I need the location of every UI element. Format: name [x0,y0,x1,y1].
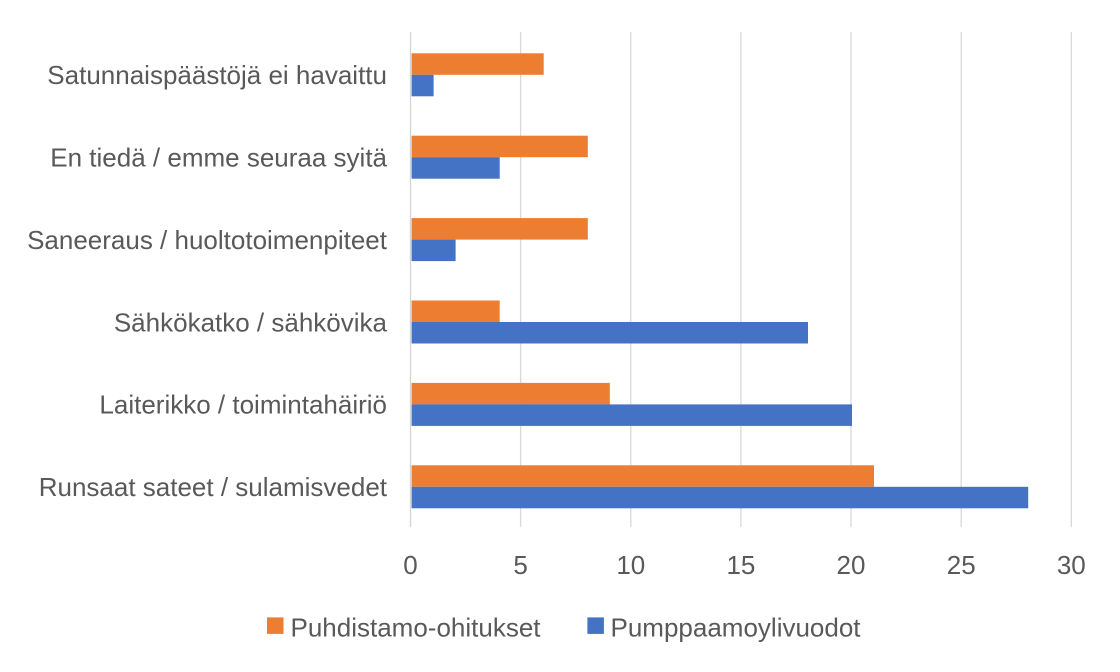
svg-text:Puhdistamo-ohitukset: Puhdistamo-ohitukset [291,613,542,643]
svg-text:20: 20 [837,550,866,580]
svg-text:Pumppaamoylivuodot: Pumppaamoylivuodot [611,613,862,643]
svg-text:En tiedä / emme seuraa syitä: En tiedä / emme seuraa syitä [50,143,387,173]
svg-text:0: 0 [403,550,417,580]
svg-text:5: 5 [513,550,527,580]
svg-text:15: 15 [726,550,755,580]
svg-text:10: 10 [616,550,645,580]
svg-text:Satunnaispäästöjä ei havaittu: Satunnaispäästöjä ei havaittu [47,60,387,90]
svg-text:Saneeraus / huoltotoimenpiteet: Saneeraus / huoltotoimenpiteet [27,225,388,255]
svg-text:25: 25 [947,550,976,580]
svg-text:Laiterikko / toimintahäiriö: Laiterikko / toimintahäiriö [99,390,387,420]
svg-text:30: 30 [1057,550,1086,580]
svg-text:Runsaat sateet / sulamisvedet: Runsaat sateet / sulamisvedet [39,472,388,502]
svg-text:Sähkökatko / sähkövika: Sähkökatko / sähkövika [114,307,388,337]
